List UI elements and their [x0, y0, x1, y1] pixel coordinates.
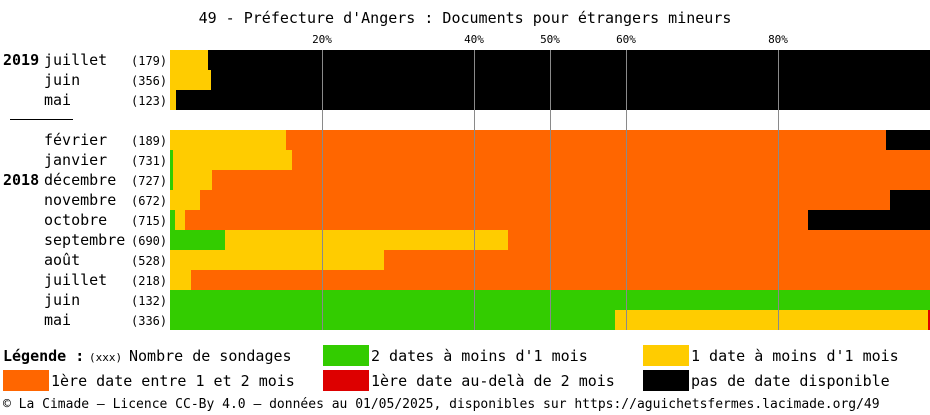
bar-segment-yellow	[173, 170, 212, 190]
legend-swatch-black	[643, 370, 689, 391]
row-month-label: juillet	[44, 271, 108, 289]
row-count-label: (672)	[131, 194, 168, 208]
bar-segment-yellow	[174, 210, 186, 230]
bar-segment-black	[176, 90, 930, 110]
row-month-label: mai	[44, 91, 72, 109]
bar-segment-yellow	[170, 190, 200, 210]
bar-segment-orange	[286, 130, 886, 150]
bar-segment-red	[927, 310, 930, 330]
stacked-bar	[170, 310, 930, 330]
bar-segment-green	[170, 210, 175, 230]
row-month-label: juillet	[44, 51, 108, 69]
row-count-label: (690)	[131, 234, 168, 248]
bar-segment-yellow	[173, 150, 293, 170]
bar-segment-black	[807, 210, 930, 230]
legend-label-black: pas de date disponible	[691, 372, 890, 390]
x-gridline	[778, 50, 779, 330]
x-tick-label: 50%	[540, 33, 560, 46]
stacked-bar	[170, 210, 930, 230]
year-divider	[10, 119, 73, 120]
legend-label-red: 1ère date au-delà de 2 mois	[371, 372, 615, 390]
x-gridline	[322, 50, 323, 330]
row-month-label: septembre	[44, 231, 126, 249]
x-gridline	[474, 50, 475, 330]
bar-segment-orange	[384, 250, 930, 270]
legend-label-orange: 1ère date entre 1 et 2 mois	[51, 372, 295, 390]
x-tick-label: 20%	[312, 33, 332, 46]
bar-segment-green	[170, 310, 616, 330]
legend-count-label: Nombre de sondages	[129, 347, 292, 365]
row-month-label: octobre	[44, 211, 108, 229]
bar-segment-yellow	[170, 250, 385, 270]
stacked-bar	[170, 150, 930, 170]
bar-segment-yellow	[224, 230, 509, 250]
stacked-bar	[170, 190, 930, 210]
bar-segment-black	[211, 70, 930, 90]
stacked-bar	[170, 90, 930, 110]
bar-segment-orange	[199, 190, 890, 210]
row-count-label: (132)	[131, 294, 168, 308]
bar-segment-yellow	[170, 90, 177, 110]
stacked-bar	[170, 50, 930, 70]
row-month-label: juin	[44, 71, 81, 89]
row-month-label: février	[44, 131, 108, 149]
x-tick-label: 60%	[616, 33, 636, 46]
row-month-label: mai	[44, 311, 72, 329]
bar-segment-black	[889, 190, 930, 210]
row-month-label: décembre	[44, 171, 117, 189]
bar-segment-orange	[508, 230, 930, 250]
legend-swatch-red	[323, 370, 369, 391]
bar-segment-orange	[191, 270, 930, 290]
bar-segment-orange	[185, 210, 808, 230]
stacked-bar	[170, 270, 930, 290]
bar-segment-green	[170, 150, 174, 170]
x-tick-label: 40%	[464, 33, 484, 46]
x-tick-label: 80%	[768, 33, 788, 46]
legend-swatch-yellow	[643, 345, 689, 366]
row-month-label: janvier	[44, 151, 108, 169]
legend-count-hint: (xxx)	[89, 351, 123, 364]
row-count-label: (715)	[131, 214, 168, 228]
bar-segment-green	[170, 230, 225, 250]
row-count-label: (727)	[131, 174, 168, 188]
row-count-label: (528)	[131, 254, 168, 268]
row-year-label: 2018	[3, 171, 40, 189]
row-count-label: (123)	[131, 94, 168, 108]
bar-segment-black	[208, 50, 930, 70]
bar-segment-yellow	[170, 130, 287, 150]
bar-segment-yellow	[170, 50, 208, 70]
row-count-label: (179)	[131, 54, 168, 68]
row-month-label: novembre	[44, 191, 117, 209]
stacked-bar	[170, 70, 930, 90]
bar-segment-yellow	[170, 270, 192, 290]
x-gridline	[626, 50, 627, 330]
bar-segment-orange	[292, 150, 930, 170]
stacked-bar	[170, 130, 930, 150]
bar-segment-yellow	[615, 310, 928, 330]
bar-segment-black	[885, 130, 930, 150]
row-month-label: juin	[44, 291, 81, 309]
legend-heading: Légende :	[3, 347, 85, 365]
legend-swatch-orange	[3, 370, 49, 391]
footer-credits: © La Cimade — Licence CC-By 4.0 — donnée…	[3, 397, 880, 412]
row-count-label: (189)	[131, 134, 168, 148]
row-count-label: (356)	[131, 74, 168, 88]
bar-segment-green	[170, 170, 174, 190]
stacked-bar	[170, 250, 930, 270]
row-count-label: (218)	[131, 274, 168, 288]
stacked-bar	[170, 170, 930, 190]
row-year-label: 2019	[3, 51, 40, 69]
row-count-label: (731)	[131, 154, 168, 168]
legend-swatch-green	[323, 345, 369, 366]
bar-segment-yellow	[170, 70, 212, 90]
legend-label-green: 2 dates à moins d'1 mois	[371, 347, 588, 365]
x-gridline	[550, 50, 551, 330]
stacked-bar	[170, 230, 930, 250]
legend-label-yellow: 1 date à moins d'1 mois	[691, 347, 899, 365]
chart-title: 49 - Préfecture d'Angers : Documents pou…	[198, 9, 732, 27]
bar-segment-orange	[211, 170, 930, 190]
row-count-label: (336)	[131, 314, 168, 328]
row-month-label: août	[44, 251, 81, 269]
